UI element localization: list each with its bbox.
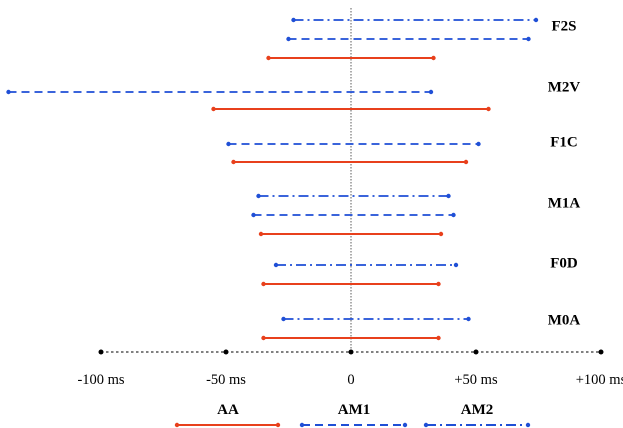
range-endpoint-start: [258, 231, 264, 237]
x-tick-label: +50 ms: [454, 372, 498, 388]
range-endpoint-end: [486, 106, 491, 112]
legend-swatch-endpoint: [174, 422, 180, 428]
x-tick-label: 0: [347, 372, 354, 388]
group-label-f0d: F0D: [550, 255, 578, 271]
legend-swatch-endpoint: [275, 422, 281, 428]
group-labels-layer: F2S M2V F1C M1A F0D M0A: [548, 18, 581, 328]
x-tick-label: -100 ms: [77, 372, 124, 388]
x-axis: [98, 349, 604, 355]
range-endpoint-end: [431, 55, 436, 61]
range-endpoint-start: [286, 36, 291, 42]
range-endpoint-start: [273, 262, 279, 268]
range-endpoint-end: [533, 17, 539, 23]
group-label-m1a: M1A: [548, 195, 581, 211]
x-tick-labels: -100 ms -50 ms 0 +50 ms +100 ms: [77, 372, 623, 388]
x-tick-marker: [473, 349, 479, 355]
range-endpoint-start: [261, 335, 266, 341]
x-tick-marker: [598, 349, 604, 355]
range-endpoint-start: [231, 159, 236, 165]
range-endpoint-start: [261, 281, 266, 287]
range-endpoint-start: [211, 106, 216, 112]
legend: AA AM1 AM2: [174, 402, 531, 428]
ranges-layer: [6, 17, 539, 341]
range-endpoint-end: [476, 141, 481, 147]
range-endpoint-end: [451, 212, 456, 218]
legend-label-am1: AM1: [338, 402, 371, 418]
legend-swatch-endpoint: [299, 422, 305, 428]
range-endpoint-start: [6, 89, 11, 95]
range-endpoint-start: [281, 316, 286, 322]
range-endpoint-end: [446, 193, 451, 199]
range-endpoint-start: [291, 17, 296, 23]
range-endpoint-end: [436, 335, 441, 341]
group-label-f1c: F1C: [550, 134, 578, 150]
legend-label-aa: AA: [217, 402, 239, 418]
x-tick-marker: [223, 349, 229, 355]
legend-swatch-endpoint: [423, 422, 429, 428]
range-endpoint-start: [266, 55, 271, 61]
x-tick-marker: [348, 349, 354, 355]
group-label-m2v: M2V: [548, 79, 581, 95]
range-endpoint-start: [256, 193, 261, 199]
range-endpoint-end: [466, 316, 471, 322]
x-tick-label: -50 ms: [206, 372, 246, 388]
legend-swatch-endpoint: [525, 422, 531, 428]
range-endpoint-end: [428, 89, 434, 95]
range-endpoint-start: [251, 212, 256, 218]
group-label-m0a: M0A: [548, 312, 581, 328]
range-endpoint-end: [436, 281, 441, 287]
legend-label-am2: AM2: [461, 402, 494, 418]
range-endpoint-end: [453, 262, 459, 268]
legend-swatch-endpoint: [402, 422, 408, 428]
range-endpoint-end: [438, 231, 444, 237]
x-tick-marker: [98, 349, 104, 355]
x-tick-label: +100 ms: [576, 372, 623, 388]
range-endpoint-end: [526, 36, 531, 42]
range-endpoint-start: [226, 141, 231, 147]
group-label-f2s: F2S: [551, 18, 576, 34]
range-endpoint-end: [463, 159, 469, 165]
